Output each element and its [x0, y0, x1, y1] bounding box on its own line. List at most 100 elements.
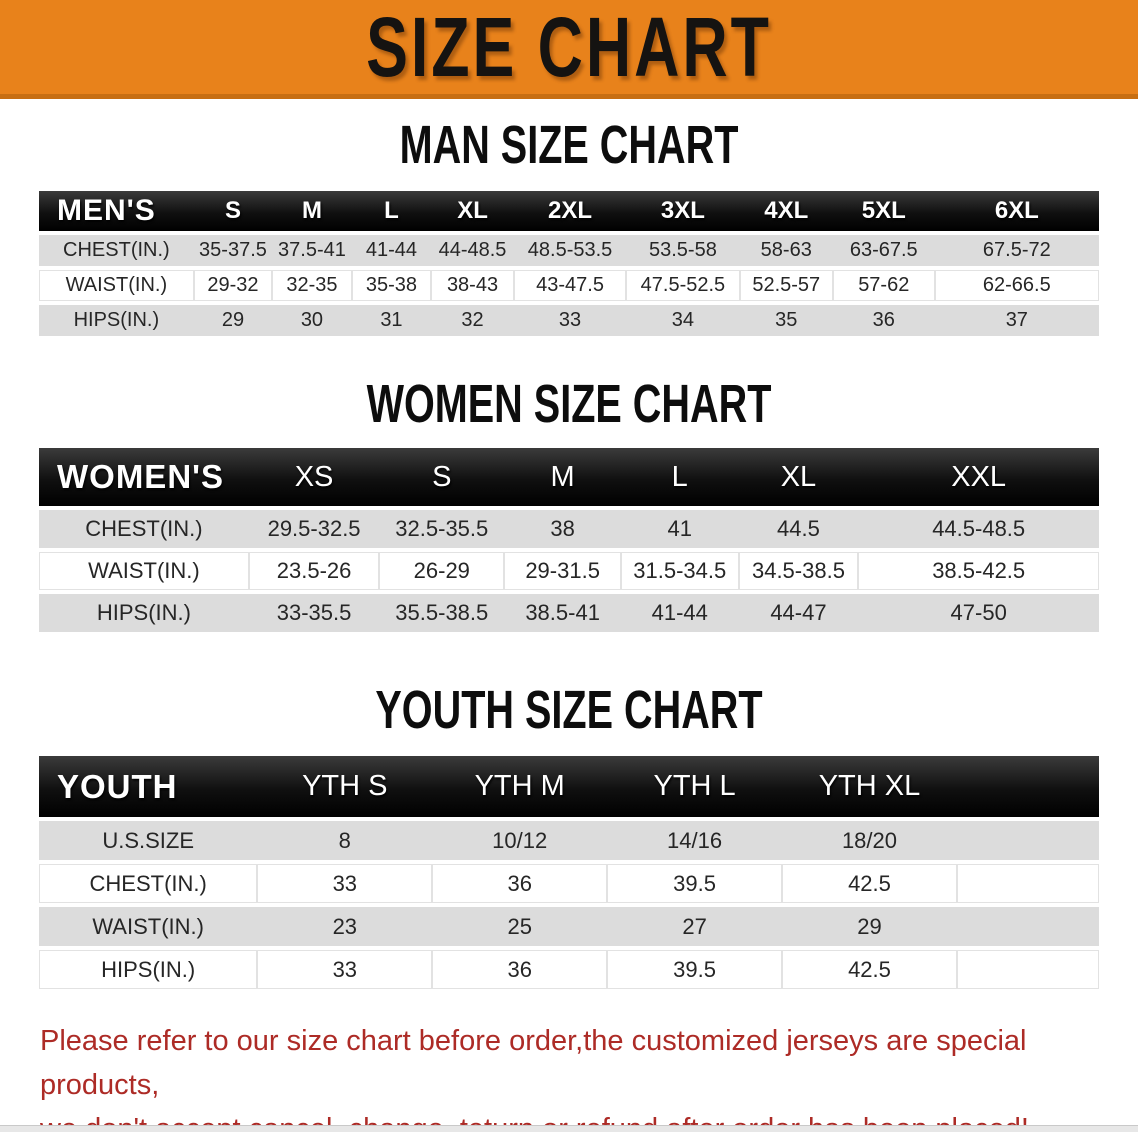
row-label: HIPS(IN.)	[39, 594, 249, 632]
youth-header-row: YOUTH YTH S YTH M YTH L YTH XL	[39, 756, 1099, 817]
women-header-label: WOMEN'S	[39, 448, 249, 506]
women-chest-row: CHEST(IN.) 29.5-32.5 32.5-35.5 38 41 44.…	[39, 510, 1099, 548]
row-label: WAIST(IN.)	[39, 552, 249, 590]
size-value: 38	[504, 510, 621, 548]
footer-note: Please refer to our size chart before or…	[40, 1019, 1138, 1132]
women-size-table: WOMEN'S XS S M L XL XXL CHEST(IN.) 29.5-…	[39, 444, 1099, 636]
size-value: 23	[257, 907, 433, 946]
size-value: 47.5-52.5	[626, 270, 740, 301]
size-value: 14/16	[607, 821, 783, 860]
size-value: 62-66.5	[934, 270, 1099, 301]
size-value: 31	[351, 305, 432, 336]
size-value: 53.5-58	[626, 235, 740, 266]
row-label: CHEST(IN.)	[39, 510, 249, 548]
row-label: WAIST(IN.)	[39, 270, 194, 301]
women-col-header: S	[379, 448, 505, 506]
youth-waist-row: WAIST(IN.) 23 25 27 29	[39, 907, 1099, 946]
size-value: 43-47.5	[513, 270, 627, 301]
youth-chest-row: CHEST(IN.) 33 36 39.5 42.5	[39, 864, 1099, 903]
size-value: 32.5-35.5	[379, 510, 505, 548]
women-col-header: L	[620, 448, 739, 506]
row-label: HIPS(IN.)	[39, 305, 194, 336]
size-value: 31.5-34.5	[620, 552, 739, 590]
size-value: 37.5-41	[272, 235, 352, 266]
men-section-title: MAN SIZE CHART	[399, 115, 739, 176]
row-label: HIPS(IN.)	[39, 950, 258, 989]
size-value: 18/20	[782, 821, 957, 860]
youth-size-table: YOUTH YTH S YTH M YTH L YTH XL U.S.SIZE …	[39, 752, 1099, 993]
banner: SIZE CHART	[0, 0, 1138, 99]
size-value: 27	[607, 907, 783, 946]
size-value: 58-63	[739, 235, 833, 266]
size-value: 67.5-72	[934, 235, 1099, 266]
size-value: 35-37.5	[193, 235, 273, 266]
size-value: 38.5-42.5	[858, 552, 1099, 590]
size-value: 39.5	[607, 950, 783, 989]
men-col-header: 6XL	[934, 191, 1099, 231]
youth-col-header: YTH L	[607, 756, 783, 817]
row-label: CHEST(IN.)	[39, 864, 258, 903]
men-header-label: MEN'S	[39, 191, 194, 231]
size-value: 23.5-26	[248, 552, 380, 590]
size-value: 44.5-48.5	[858, 510, 1099, 548]
size-value: 32-35	[272, 270, 352, 301]
men-chest-row: CHEST(IN.) 35-37.5 37.5-41 41-44 44-48.5…	[39, 235, 1099, 266]
youth-col-header: YTH S	[257, 756, 433, 817]
women-col-header: M	[504, 448, 621, 506]
size-value: 32	[431, 305, 514, 336]
size-value: 33	[257, 864, 433, 903]
size-value: 29-32	[193, 270, 273, 301]
size-value: 10/12	[432, 821, 608, 860]
spacer-cell	[956, 907, 1099, 946]
size-value: 63-67.5	[832, 235, 935, 266]
size-value: 38-43	[431, 270, 514, 301]
spacer-cell	[956, 821, 1099, 860]
size-value: 44-47	[738, 594, 859, 632]
size-value: 35.5-38.5	[379, 594, 505, 632]
size-value: 38.5-41	[504, 594, 621, 632]
footer-line-1: Please refer to our size chart before or…	[40, 1025, 1027, 1101]
youth-ussize-row: U.S.SIZE 8 10/12 14/16 18/20	[39, 821, 1099, 860]
bottom-edge-strip	[0, 1125, 1138, 1132]
men-size-table: MEN'S S M L XL 2XL 3XL 4XL 5XL 6XL CHEST…	[39, 187, 1099, 340]
size-value: 36	[432, 950, 608, 989]
youth-col-header: YTH M	[432, 756, 608, 817]
women-waist-row: WAIST(IN.) 23.5-26 26-29 29-31.5 31.5-34…	[39, 552, 1099, 590]
youth-section-title: YOUTH SIZE CHART	[375, 680, 763, 741]
size-value: 57-62	[832, 270, 935, 301]
size-value: 33-35.5	[248, 594, 380, 632]
size-value: 33	[257, 950, 433, 989]
size-value: 39.5	[607, 864, 783, 903]
size-value: 44-48.5	[431, 235, 514, 266]
women-section-title: WOMEN SIZE CHART	[366, 374, 772, 435]
size-value: 26-29	[379, 552, 505, 590]
men-col-header: 3XL	[626, 191, 740, 231]
size-value: 42.5	[782, 864, 957, 903]
men-col-header: M	[272, 191, 352, 231]
spacer-cell	[956, 756, 1099, 817]
women-col-header: XS	[248, 448, 380, 506]
size-value: 36	[432, 864, 608, 903]
size-value: 36	[832, 305, 935, 336]
row-label: CHEST(IN.)	[39, 235, 194, 266]
size-value: 41-44	[351, 235, 432, 266]
size-value: 30	[272, 305, 352, 336]
women-col-header: XL	[738, 448, 859, 506]
size-value: 37	[934, 305, 1099, 336]
men-col-header: L	[351, 191, 432, 231]
men-waist-row: WAIST(IN.) 29-32 32-35 35-38 38-43 43-47…	[39, 270, 1099, 301]
size-value: 47-50	[858, 594, 1099, 632]
page-title: SIZE CHART	[366, 0, 772, 95]
size-value: 34.5-38.5	[738, 552, 859, 590]
size-value: 29-31.5	[504, 552, 621, 590]
size-value: 34	[626, 305, 740, 336]
men-header-row: MEN'S S M L XL 2XL 3XL 4XL 5XL 6XL	[39, 191, 1099, 231]
spacer-cell	[956, 950, 1099, 989]
size-value: 42.5	[782, 950, 957, 989]
size-value: 48.5-53.5	[513, 235, 627, 266]
row-label: U.S.SIZE	[39, 821, 258, 860]
size-value: 35-38	[351, 270, 432, 301]
spacer-cell	[956, 864, 1099, 903]
size-value: 44.5	[738, 510, 859, 548]
